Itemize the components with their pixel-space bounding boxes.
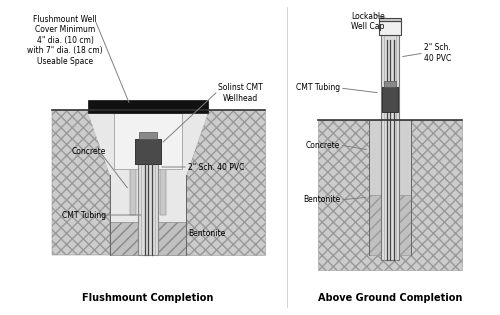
Bar (135, 139, 161, 164)
Bar (384, 81, 396, 87)
Text: Lockable
Well Cap: Lockable Well Cap (351, 12, 385, 32)
Text: Solinst CMT
Wellhead: Solinst CMT Wellhead (218, 83, 263, 103)
Text: Bentonite: Bentonite (303, 196, 340, 204)
Text: CMT Tubing: CMT Tubing (296, 83, 340, 91)
Polygon shape (52, 110, 110, 255)
Bar (379, 18, 401, 21)
Bar (88, 100, 208, 113)
Text: Bentonite: Bentonite (188, 228, 225, 238)
Text: Concrete: Concrete (72, 147, 106, 157)
Bar (379, 21, 401, 35)
Polygon shape (186, 110, 265, 255)
Text: CMT Tubing: CMT Tubing (62, 210, 106, 220)
Text: Concrete: Concrete (306, 140, 340, 150)
Text: Flushmount Well
Cover Minimum
4" dia. (10 cm)
with 7" dia. (18 cm)
Useable Space: Flushmount Well Cover Minimum 4" dia. (1… (27, 15, 103, 66)
Text: 2" Sch. 40 PVC: 2" Sch. 40 PVC (188, 163, 244, 171)
Bar (138, 164, 158, 255)
Bar (369, 195, 411, 255)
Bar (139, 132, 157, 139)
Polygon shape (160, 114, 182, 215)
Bar (369, 120, 411, 195)
Bar (110, 222, 186, 255)
Bar (318, 120, 462, 270)
Bar (114, 113, 182, 169)
Text: 2" Sch.
40 PVC: 2" Sch. 40 PVC (424, 43, 451, 63)
Polygon shape (114, 114, 136, 215)
Bar (381, 35, 399, 260)
Polygon shape (88, 113, 208, 255)
Bar (382, 87, 398, 112)
Text: Flushmount Completion: Flushmount Completion (82, 293, 214, 303)
Text: Above Ground Completion: Above Ground Completion (318, 293, 462, 303)
